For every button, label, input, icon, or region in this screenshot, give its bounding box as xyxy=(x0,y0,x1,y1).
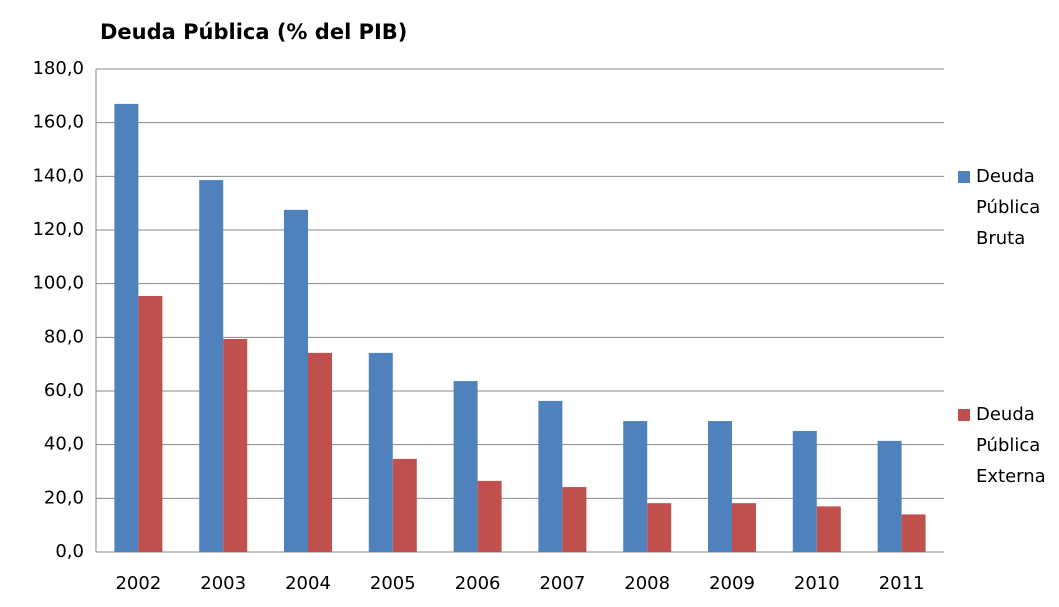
bar xyxy=(877,440,902,552)
y-tick-label: 80,0 xyxy=(44,326,84,347)
bar xyxy=(792,430,817,552)
bar xyxy=(199,180,224,552)
bar xyxy=(368,352,393,552)
legend-swatch xyxy=(958,171,970,183)
x-tick-label: 2009 xyxy=(709,573,755,594)
bar xyxy=(453,381,478,552)
y-tick-label: 120,0 xyxy=(32,219,84,240)
bar xyxy=(308,352,332,552)
bar xyxy=(392,458,417,552)
bar xyxy=(901,514,926,552)
legend-label: Deuda Pública Bruta xyxy=(976,166,1041,249)
x-tick-label: 2005 xyxy=(370,573,416,594)
legend-swatch xyxy=(958,409,970,421)
bar xyxy=(477,480,502,552)
chart-title: Deuda Pública (% del PIB) xyxy=(100,20,407,44)
bar xyxy=(562,487,587,552)
y-tick-label: 60,0 xyxy=(44,380,84,401)
bar xyxy=(708,421,732,552)
x-tick-label: 2011 xyxy=(879,573,925,594)
bar xyxy=(538,400,563,552)
y-tick-label: 100,0 xyxy=(32,273,84,294)
y-tick-label: 160,0 xyxy=(32,112,84,133)
y-tick-label: 0,0 xyxy=(55,541,84,562)
x-tick-label: 2004 xyxy=(285,573,331,594)
y-tick-label: 180,0 xyxy=(32,58,84,79)
bar xyxy=(284,209,308,552)
bar xyxy=(816,506,841,552)
y-tick-label: 140,0 xyxy=(32,165,84,186)
legend-label: Deuda Pública Externa xyxy=(976,404,1046,487)
x-tick-label: 2008 xyxy=(624,573,670,594)
bar xyxy=(732,503,756,552)
bar xyxy=(138,296,163,552)
x-tick-label: 2002 xyxy=(115,573,161,594)
y-tick-label: 40,0 xyxy=(44,434,84,455)
x-tick-label: 2007 xyxy=(539,573,585,594)
bar xyxy=(223,338,248,552)
x-tick-label: 2010 xyxy=(794,573,840,594)
bar xyxy=(623,421,648,552)
bar xyxy=(647,503,672,552)
bar xyxy=(114,103,139,552)
y-tick-label: 20,0 xyxy=(44,487,84,508)
x-tick-label: 2006 xyxy=(455,573,501,594)
x-tick-label: 2003 xyxy=(200,573,246,594)
